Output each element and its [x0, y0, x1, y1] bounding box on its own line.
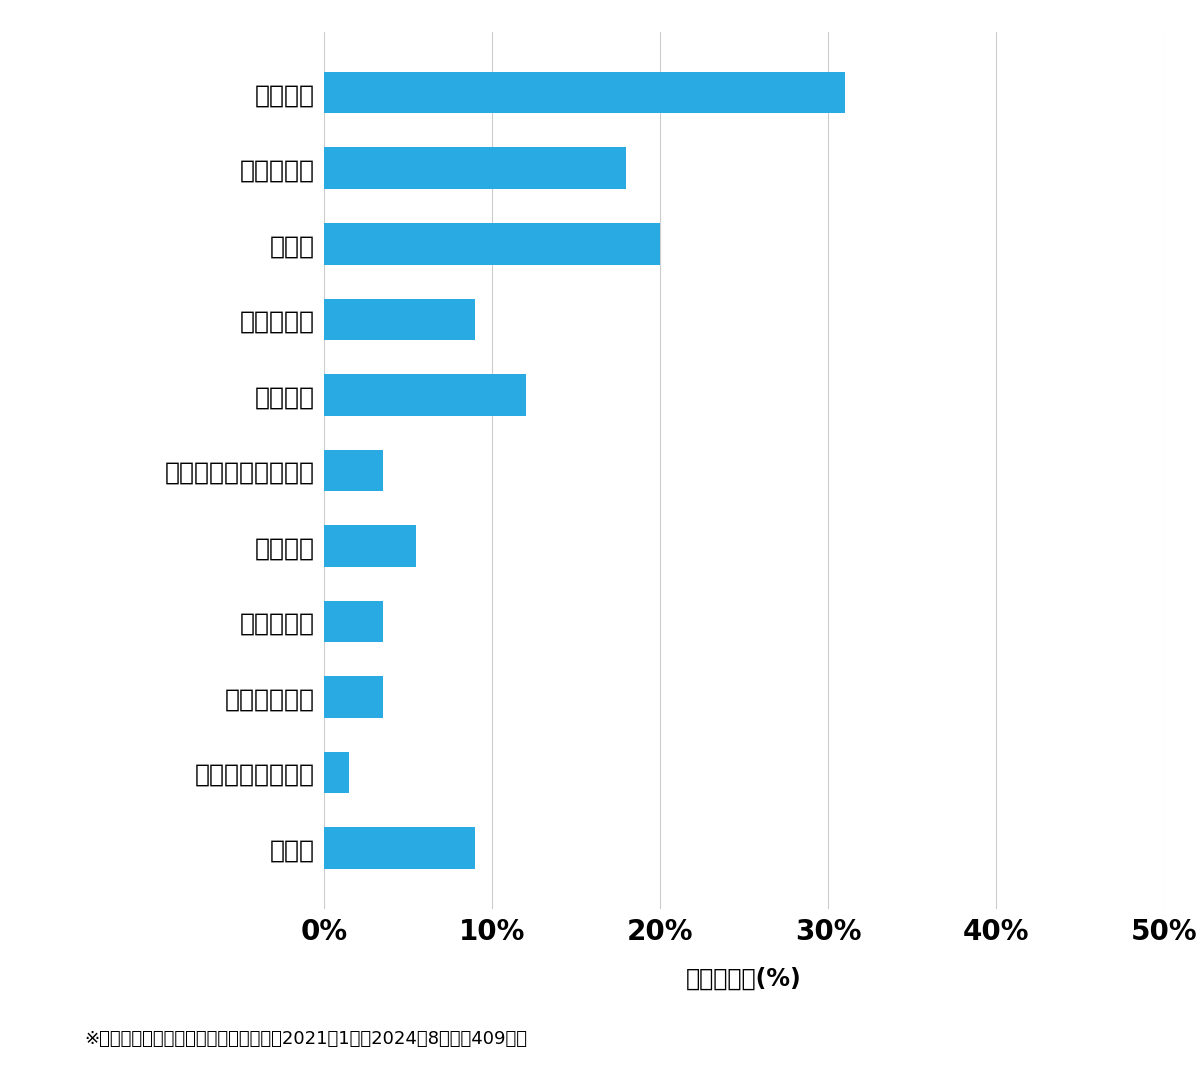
Bar: [324, 148, 626, 189]
Bar: [324, 223, 660, 264]
Bar: [324, 525, 416, 567]
Bar: [324, 827, 475, 869]
Bar: [324, 752, 349, 793]
Bar: [324, 601, 383, 642]
Text: ※弊社受付の案件を対象に集計（期間：2021年1月～2024年8月、訜409件）: ※弊社受付の案件を対象に集計（期間：2021年1月～2024年8月、訜409件）: [84, 1029, 527, 1048]
X-axis label: 件数の割合(%): 件数の割合(%): [686, 967, 802, 991]
Bar: [324, 298, 475, 340]
Bar: [324, 450, 383, 491]
Bar: [324, 72, 845, 113]
Bar: [324, 677, 383, 717]
Bar: [324, 374, 526, 416]
